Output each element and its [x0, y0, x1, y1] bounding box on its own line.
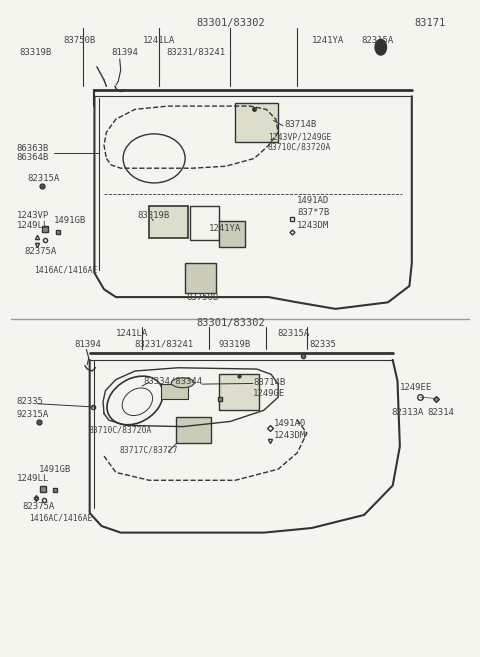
Text: 82315A: 82315A [277, 329, 310, 338]
Text: 82375A: 82375A [23, 502, 55, 511]
Text: 1491GB: 1491GB [54, 216, 86, 225]
Text: 83171: 83171 [414, 18, 445, 28]
Text: 1491GB: 1491GB [38, 464, 71, 474]
Bar [161, 384, 188, 399]
Text: 83750B: 83750B [63, 36, 96, 45]
Text: 82315A: 82315A [28, 173, 60, 183]
Text: 82335: 82335 [17, 397, 44, 406]
Text: 1243VP/1249GE: 1243VP/1249GE [268, 132, 331, 141]
Text: 83319B: 83319B [137, 212, 169, 221]
Ellipse shape [171, 378, 194, 388]
Text: 81394: 81394 [111, 48, 138, 57]
Text: 83710C/83720A: 83710C/83720A [88, 425, 152, 434]
Text: 837*7B: 837*7B [297, 208, 329, 217]
Text: 82315A: 82315A [362, 36, 394, 45]
Text: 1241LA: 1241LA [116, 329, 148, 338]
Text: 86364B: 86364B [17, 152, 49, 162]
Text: 1241LA: 1241LA [143, 36, 175, 45]
Text: 83710C/83720A: 83710C/83720A [268, 142, 331, 151]
Bar [176, 417, 211, 443]
Text: 1416AC/1416AE: 1416AC/1416AE [29, 514, 93, 523]
Text: 1416AC/1416AE: 1416AC/1416AE [34, 265, 97, 274]
Text: 83750B: 83750B [187, 292, 219, 302]
Text: 86363B: 86363B [17, 144, 49, 153]
Text: 1249LL: 1249LL [17, 221, 49, 231]
Text: 83714B: 83714B [284, 120, 316, 129]
Text: 1243DM: 1243DM [297, 221, 329, 230]
Text: 82335: 82335 [309, 340, 336, 349]
Bar [235, 102, 278, 142]
Text: 1249LL: 1249LL [17, 474, 49, 484]
Text: 1243DM: 1243DM [274, 430, 306, 440]
Text: 83231/83241: 83231/83241 [134, 340, 193, 349]
Bar [190, 206, 218, 240]
Bar [149, 206, 188, 238]
Circle shape [375, 39, 386, 55]
Text: 82314: 82314 [428, 408, 455, 417]
Text: 82313A: 82313A [392, 408, 424, 417]
Text: 1249GE: 1249GE [253, 390, 285, 398]
Text: 92315A: 92315A [17, 411, 49, 419]
Text: 1491AD: 1491AD [297, 196, 329, 206]
Text: 83301/83302: 83301/83302 [196, 318, 265, 328]
Text: 93319B: 93319B [218, 340, 251, 349]
Text: 1249EE: 1249EE [400, 383, 432, 392]
Text: 83319B: 83319B [20, 48, 52, 57]
Bar [218, 374, 259, 410]
Bar [185, 263, 216, 292]
Text: 1241YA: 1241YA [312, 36, 344, 45]
Text: 1491A0: 1491A0 [274, 419, 306, 428]
Text: 83714B: 83714B [253, 378, 285, 387]
Text: 83334/83344: 83334/83344 [144, 376, 203, 386]
Text: 1241YA: 1241YA [209, 224, 241, 233]
Text: 83717C/83727: 83717C/83727 [120, 445, 178, 454]
Text: 1243VP: 1243VP [17, 212, 49, 221]
Text: 82375A: 82375A [24, 248, 57, 256]
Bar [218, 221, 245, 247]
Text: 83231/83241: 83231/83241 [167, 48, 226, 57]
Text: 83301/83302: 83301/83302 [196, 18, 265, 28]
Text: 81394: 81394 [74, 340, 101, 349]
